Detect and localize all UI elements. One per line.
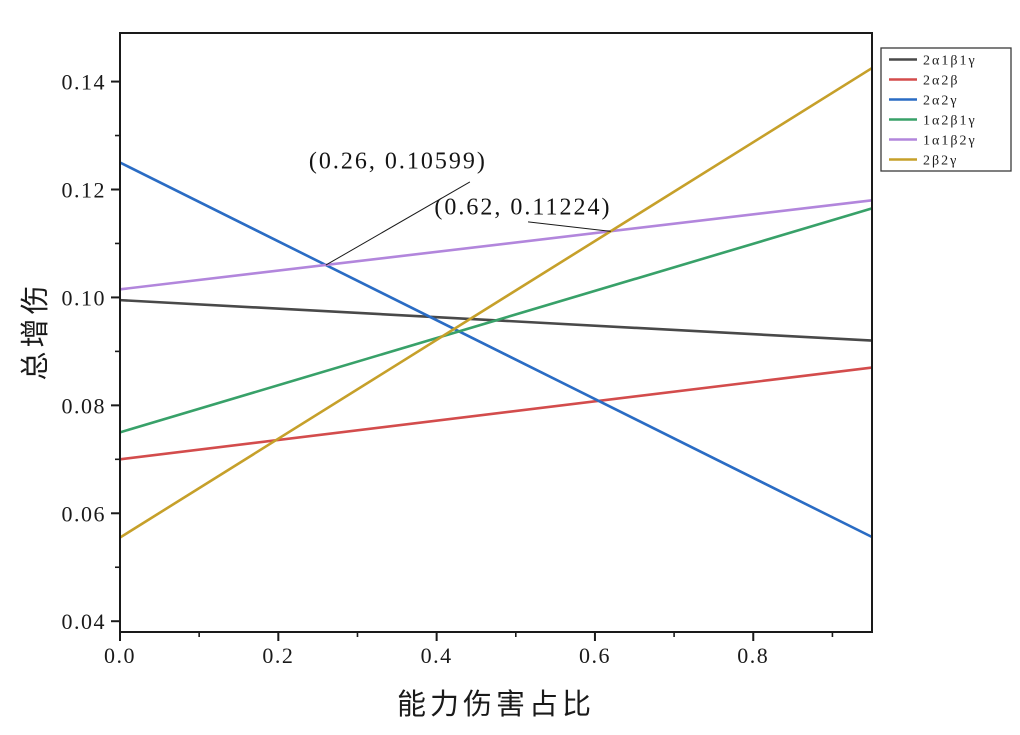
legend-label: 2α2γ <box>923 94 959 109</box>
legend-box <box>880 47 1012 172</box>
legend-label: 2α2β <box>923 74 959 89</box>
y-axis-label: 总增伤 <box>20 281 52 381</box>
series-line-2 <box>119 161 873 539</box>
x-tick-label: 0.6 <box>579 643 611 668</box>
legend-label: 2α1β1γ <box>923 54 977 69</box>
y-tick-label: 0.04 <box>62 609 107 634</box>
y-tick-label: 0.12 <box>62 177 107 202</box>
legend-label: 2β2γ <box>923 154 958 169</box>
y-tick-label: 0.06 <box>62 501 107 526</box>
legend-label: 1α2β1γ <box>923 114 977 129</box>
annotation-intersection-2: (0.62, 0.11224) <box>434 194 612 221</box>
annotation-leader-line <box>528 221 611 232</box>
series-line-1 <box>119 366 873 461</box>
annotation-leader-line <box>325 181 471 266</box>
series-line-4 <box>119 198 873 291</box>
y-tick-label: 0.14 <box>62 70 107 95</box>
series-line-5 <box>119 66 873 539</box>
x-tick-label: 0.2 <box>262 643 294 668</box>
plot-frame <box>119 32 873 633</box>
annotation-intersection-1: (0.26, 0.10599) <box>308 148 487 175</box>
x-tick-label: 0.8 <box>737 643 769 668</box>
x-axis-label: 能力伤害占比 <box>396 689 596 721</box>
legend-label: 1α1β2γ <box>923 134 977 149</box>
x-tick-label: 0.4 <box>421 643 453 668</box>
y-tick-label: 0.08 <box>62 393 107 418</box>
y-tick-label: 0.10 <box>62 285 107 310</box>
x-tick-label: 0.0 <box>104 643 136 668</box>
series-line-3 <box>119 207 873 434</box>
